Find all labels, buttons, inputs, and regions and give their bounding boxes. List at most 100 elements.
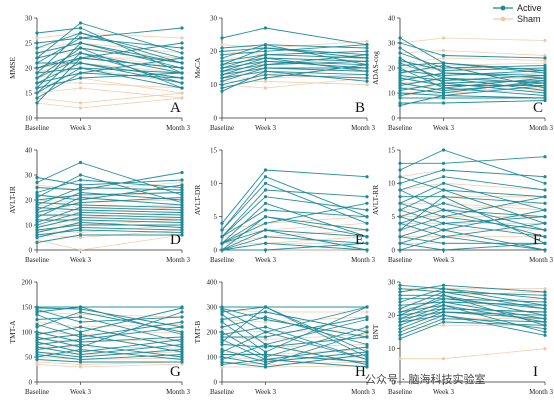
data-point <box>78 332 83 337</box>
data-point <box>543 307 547 311</box>
y-tick-label: 100 <box>22 328 33 336</box>
data-point <box>543 88 547 93</box>
data-point <box>180 342 184 347</box>
data-point <box>365 350 369 354</box>
data-point <box>543 68 547 73</box>
data-point <box>398 73 402 78</box>
series-active <box>35 21 184 105</box>
data-point <box>78 76 83 80</box>
data-point <box>398 287 402 291</box>
data-point <box>263 310 268 314</box>
data-point <box>220 86 224 90</box>
data-point <box>35 208 39 212</box>
chart-panels: 10 15 20 25 30 Baseline Week 3 Month 3 MMSE A 0 10 2… <box>8 14 553 396</box>
data-point <box>263 345 268 349</box>
data-point <box>441 313 446 317</box>
y-tick-label: 0 <box>392 378 396 386</box>
data-point <box>35 320 39 324</box>
y-tick-label: 10 <box>388 180 396 188</box>
data-point <box>35 233 39 237</box>
data-point <box>398 201 402 205</box>
data-point <box>441 287 446 291</box>
x-tick-label: Baseline <box>210 388 234 396</box>
watermark-text: 公众号 · 脑海科技实验室 <box>365 372 486 386</box>
data-point <box>441 235 446 239</box>
data-point <box>180 340 184 344</box>
panel-letter: H <box>355 364 366 380</box>
legend-active-label: Active <box>517 3 542 13</box>
data-point <box>263 69 268 73</box>
x-tick-label: Month 3 <box>529 256 553 264</box>
data-point <box>78 178 83 182</box>
panel-letter: E <box>355 232 364 248</box>
data-point <box>398 327 402 331</box>
data-point <box>78 350 83 354</box>
data-point <box>180 215 184 220</box>
panel-letter: G <box>170 364 181 380</box>
data-point <box>263 357 268 362</box>
data-point <box>220 43 224 47</box>
panel-B: 0 10 20 30 Baseline Week 3 Month 3 MoCA B <box>193 14 375 132</box>
panel-letter: F <box>533 232 541 248</box>
data-point <box>543 303 547 307</box>
data-point <box>398 337 402 341</box>
data-point <box>441 357 446 361</box>
data-point <box>180 337 184 342</box>
data-point <box>543 175 547 179</box>
y-tick-label: 20 <box>25 64 33 72</box>
x-tick-label: Month 3 <box>351 256 375 264</box>
data-point <box>398 88 402 93</box>
data-point <box>263 305 268 309</box>
data-point <box>441 201 446 205</box>
data-point <box>35 46 39 50</box>
data-point <box>263 63 268 67</box>
data-point <box>180 233 184 237</box>
data-point <box>365 310 369 314</box>
series-active <box>35 305 184 364</box>
data-point <box>398 300 402 304</box>
data-point <box>441 148 446 152</box>
data-point <box>441 53 446 58</box>
data-point <box>220 317 224 322</box>
data-point <box>78 203 83 207</box>
data-point <box>263 360 268 364</box>
data-point <box>180 347 184 352</box>
data-point <box>543 293 547 297</box>
data-point <box>543 98 547 103</box>
data-point <box>180 86 184 90</box>
data-point <box>365 39 369 43</box>
data-point <box>543 63 547 68</box>
x-tick-label: Baseline <box>388 256 412 264</box>
data-point <box>180 170 184 175</box>
data-point <box>78 160 83 165</box>
data-point <box>365 305 369 309</box>
y-axis-label: AVLT-RR <box>371 185 380 215</box>
data-point <box>441 66 446 70</box>
data-point <box>365 325 369 329</box>
data-point <box>180 190 184 195</box>
data-point <box>180 228 184 232</box>
data-point <box>543 317 547 321</box>
data-point <box>398 41 402 45</box>
data-point <box>543 215 547 219</box>
data-point <box>220 337 224 342</box>
subject-line <box>221 27 368 46</box>
data-point <box>441 71 446 75</box>
data-point <box>398 36 402 40</box>
data-point <box>441 215 446 219</box>
data-point <box>220 76 224 80</box>
data-point <box>398 195 402 199</box>
x-tick-label: Week 3 <box>255 124 277 132</box>
data-point <box>78 355 83 359</box>
data-point <box>35 310 39 314</box>
data-point <box>35 228 39 232</box>
data-point <box>220 59 224 63</box>
data-point <box>398 56 402 60</box>
y-axis-label: ADAS-cog <box>371 51 380 85</box>
data-point <box>35 355 39 359</box>
data-point <box>441 63 446 68</box>
data-point <box>365 248 369 252</box>
data-point <box>35 218 39 222</box>
y-tick-label: 10 <box>388 89 396 97</box>
data-point <box>35 357 39 362</box>
